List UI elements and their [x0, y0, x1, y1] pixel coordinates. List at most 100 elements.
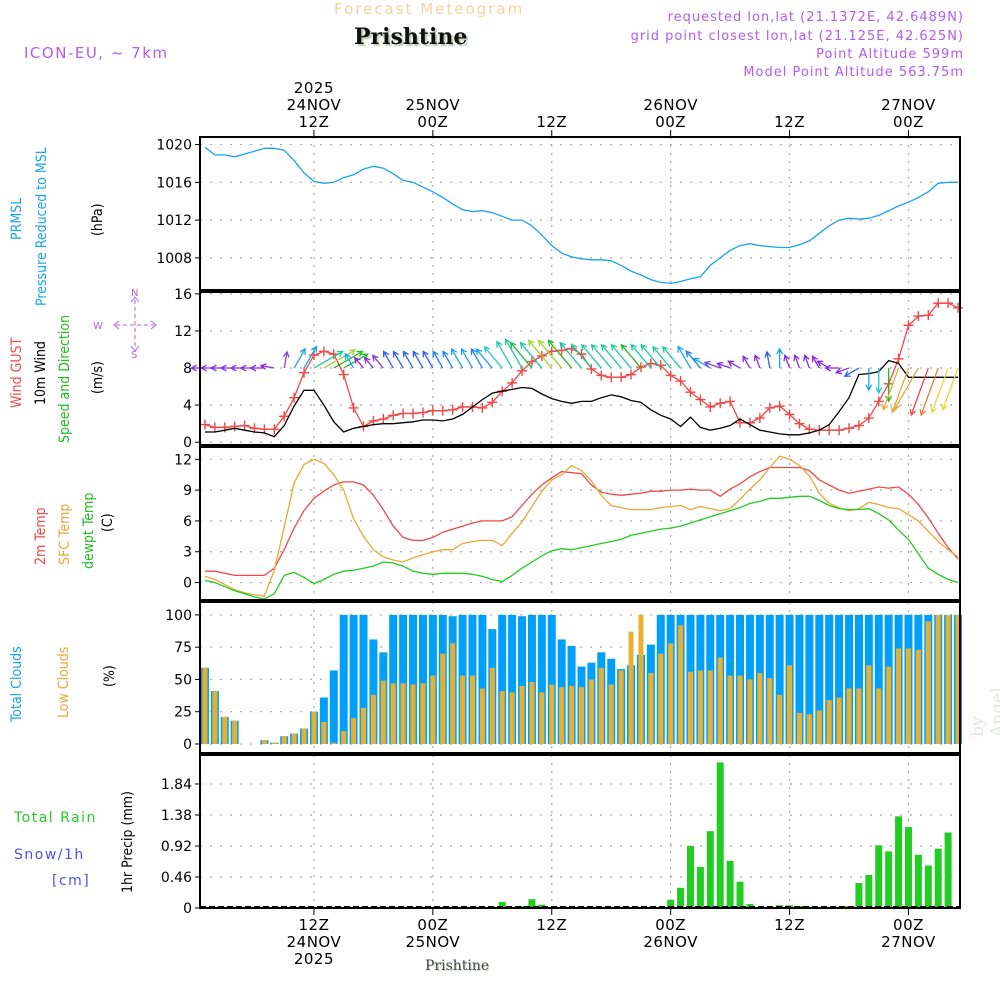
series-wind-gust [204, 302, 959, 431]
bar-low-clouds [450, 643, 456, 744]
label-snow: Snow/1h [14, 847, 85, 863]
gust-marker [477, 402, 488, 413]
x-tick-label-bottom: 00Z [893, 916, 924, 934]
gust-marker [774, 401, 785, 412]
wind-arrow [580, 343, 602, 369]
gust-marker [209, 422, 220, 433]
bar-total-clouds [795, 614, 804, 744]
y-tick-label-clouds: 25 [174, 705, 192, 721]
bar-low-clouds [509, 692, 515, 744]
wind-arrow [392, 350, 404, 369]
gust-marker [705, 401, 716, 412]
bar-low-clouds [410, 684, 416, 744]
wind-arrow [412, 350, 424, 369]
wind-arrow [875, 368, 883, 395]
bar-low-clouds [925, 621, 931, 744]
bar-low-clouds [430, 675, 436, 744]
gust-marker [794, 418, 805, 429]
x-tick-label-top: 00Z [893, 113, 924, 131]
gust-marker [279, 411, 290, 422]
wind-arrow [382, 350, 394, 369]
bar-low-clouds [876, 688, 882, 744]
y-tick-label-clouds: 75 [174, 640, 192, 656]
y-tick-label-precip: 0 [183, 901, 192, 917]
bar-low-clouds [232, 720, 238, 744]
gust-marker [447, 404, 458, 415]
wind-arrow [442, 350, 454, 369]
bar-total-clouds [815, 614, 824, 744]
x-tick-label-bottom: 25NOV [406, 933, 461, 951]
compass-s: S [131, 350, 137, 358]
y-tick-label-wind: 0 [183, 435, 192, 451]
bar-low-clouds [668, 643, 674, 744]
gust-marker [289, 392, 300, 403]
y-tick-label-pressure: 1012 [156, 213, 192, 229]
wind-arrow [537, 339, 563, 369]
bar-low-clouds [955, 614, 961, 744]
bar-total-clouds [319, 697, 328, 744]
wind-arrow [432, 350, 444, 369]
x-tick-label-top: 24NOV [287, 96, 342, 114]
wind-arrow [363, 356, 374, 369]
y-tick-label-clouds: 50 [174, 672, 192, 688]
bar-total-clouds [775, 614, 784, 744]
bar-low-clouds [648, 672, 654, 744]
model-point-altitude: Model Point Altitude 563.75m [743, 65, 964, 80]
bar-rain [924, 865, 932, 908]
bar-rain [726, 860, 734, 908]
panel-temperature [195, 446, 961, 601]
wind-arrow [620, 343, 642, 369]
gust-marker [378, 414, 389, 425]
series-2m-temp [205, 466, 959, 577]
bar-low-clouds [836, 697, 842, 744]
bar-total-clouds [854, 614, 863, 744]
wind-arrow [496, 340, 513, 369]
wind-arrow [661, 345, 682, 369]
gust-marker [388, 410, 399, 421]
bar-rain [677, 887, 685, 908]
bar-low-clouds [271, 742, 277, 744]
y-tick-label-temperature: 9 [183, 483, 192, 499]
gust-marker [665, 370, 676, 381]
bar-low-clouds [578, 687, 584, 744]
bar-low-clouds [707, 670, 713, 744]
y-tick-label-pressure: 1008 [156, 251, 192, 267]
bar-low-clouds [351, 718, 357, 744]
wind-arrow [834, 367, 850, 375]
label-snow-unit: [cm] [52, 873, 91, 889]
x-tick-label-bottom: 27NOV [881, 933, 936, 951]
gust-marker [725, 396, 736, 407]
wind-arrow [824, 364, 840, 372]
x-tick-label-top: 12Z [299, 113, 330, 131]
bar-total-clouds [478, 614, 487, 744]
bar-low-clouds [697, 670, 703, 744]
wind-arrow [703, 360, 721, 369]
bar-rain [914, 854, 922, 908]
gust-marker [299, 367, 310, 378]
bar-rain [528, 899, 536, 908]
x-tick-label-top: 12Z [774, 113, 805, 131]
bar-total-clouds [527, 614, 536, 744]
wind-arrow [716, 361, 731, 369]
gust-marker [199, 419, 210, 430]
wind-arrow [504, 338, 523, 369]
bar-total-clouds [498, 614, 507, 744]
bar-total-clouds [508, 614, 517, 744]
bar-low-clouds [678, 625, 684, 744]
y-tick-label-wind: 8 [183, 361, 192, 377]
wind-arrow [249, 364, 265, 372]
wind-arrow [323, 349, 357, 369]
gust-marker [834, 425, 845, 436]
label-total-rain: Total Rain [14, 810, 97, 826]
x-tick-label-top: 12Z [536, 113, 567, 131]
wind-arrow [630, 343, 652, 369]
bar-low-clouds [311, 711, 317, 744]
series-prmsl [204, 146, 958, 285]
gust-marker [893, 353, 904, 364]
bar-low-clouds [390, 683, 396, 744]
point-altitude: Point Altitude 599m [816, 47, 964, 62]
bar-low-clouds [757, 672, 763, 744]
bar-total-clouds [825, 614, 834, 744]
wind-arrow [793, 353, 801, 369]
wind-arrow [460, 347, 474, 369]
